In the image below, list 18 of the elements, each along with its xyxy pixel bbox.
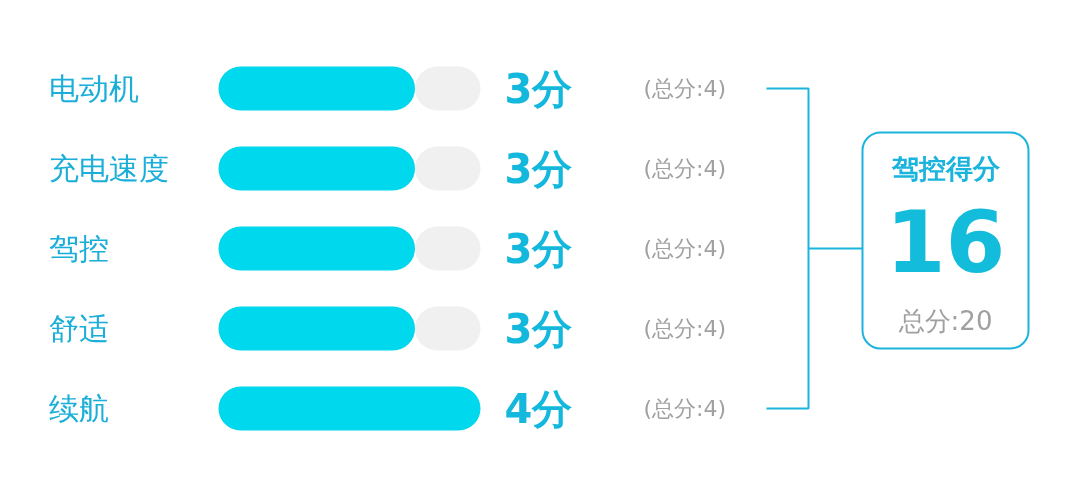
data-label: 3分 xyxy=(504,225,573,272)
text: 驾控得分 xyxy=(890,153,1001,184)
data-label: 3分 xyxy=(504,145,573,192)
text: (总分:4) xyxy=(643,316,727,341)
text: (总分:4) xyxy=(643,76,727,101)
data-label: 4分 xyxy=(504,385,573,432)
y-tick-label: 续航 xyxy=(48,391,109,426)
text: (总分:4) xyxy=(643,236,727,261)
y-tick-label: 充电速度 xyxy=(48,151,169,186)
text: 总分:20 xyxy=(897,305,993,336)
text: (总分:4) xyxy=(643,156,727,181)
data-label: 3分 xyxy=(504,65,573,112)
y-tick-label: 舒适 xyxy=(48,311,109,346)
text: 16 xyxy=(885,192,1006,292)
text: (总分:4) xyxy=(643,396,727,421)
y-tick-label: 电动机 xyxy=(48,71,139,106)
data-label: 3分 xyxy=(504,305,573,352)
y-tick-label: 驾控 xyxy=(48,231,109,266)
